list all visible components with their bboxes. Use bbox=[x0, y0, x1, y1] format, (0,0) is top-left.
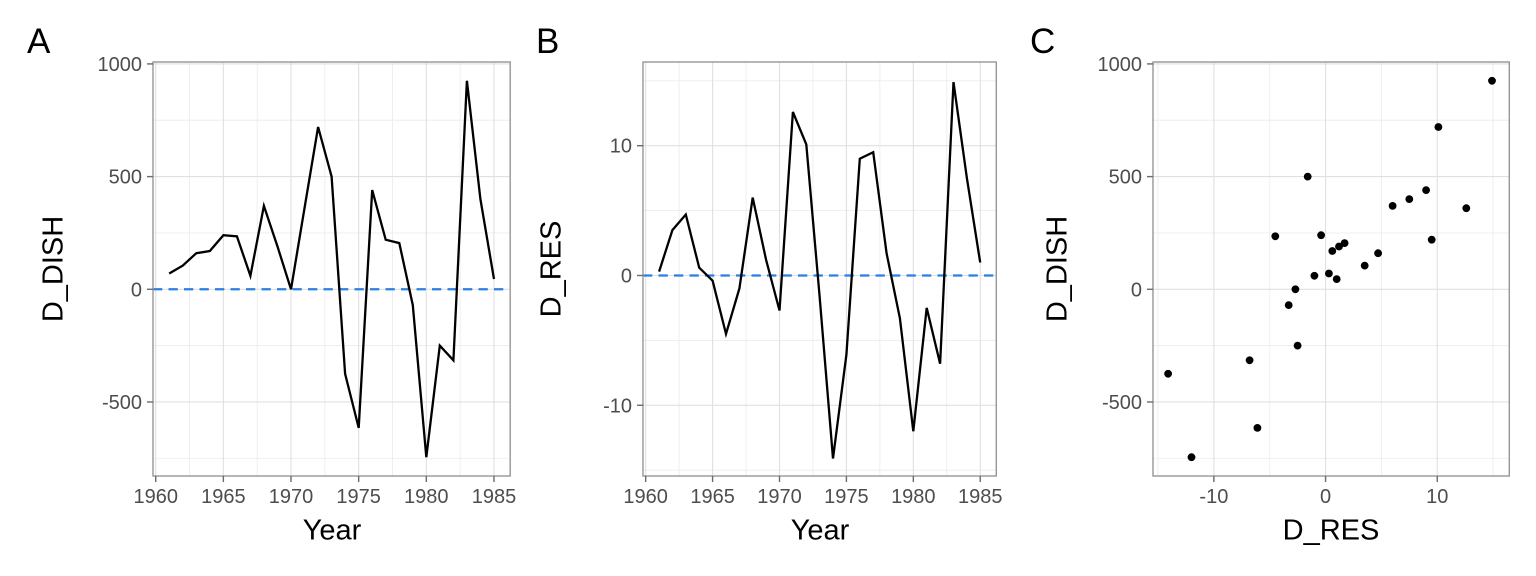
x-tick-label: 1970 bbox=[757, 486, 802, 508]
scatter-point bbox=[1187, 453, 1196, 462]
panel-tag-c: C bbox=[1030, 22, 1056, 61]
scatter-point bbox=[1462, 204, 1471, 213]
scatter-point bbox=[1488, 76, 1496, 85]
x-tick-label: 0 bbox=[1320, 486, 1331, 508]
scatter-point bbox=[1434, 123, 1443, 131]
panel-border bbox=[152, 61, 511, 477]
scatter-point bbox=[1332, 275, 1341, 283]
panel-tag-a: A bbox=[27, 22, 51, 61]
scatter-point bbox=[1374, 249, 1382, 258]
scatter-point bbox=[1303, 172, 1312, 181]
x-tick-label: 1975 bbox=[336, 486, 381, 508]
scatter-point bbox=[1427, 235, 1436, 244]
y-tick-label: -10 bbox=[603, 395, 632, 417]
scatter-point bbox=[1310, 271, 1319, 280]
y-tick-label: 10 bbox=[610, 136, 632, 158]
y-tick-label: 1000 bbox=[1098, 54, 1143, 76]
scatter-point bbox=[1271, 232, 1280, 241]
x-tick-label: -10 bbox=[1199, 486, 1228, 508]
scatter-point bbox=[1340, 239, 1349, 248]
x-tick-label: 1970 bbox=[269, 486, 314, 508]
data-line bbox=[168, 80, 496, 458]
y-axis-title-b: D_RES bbox=[535, 220, 568, 318]
scatter-point bbox=[1291, 285, 1300, 294]
x-tick-label: 1980 bbox=[404, 486, 449, 508]
y-tick-label: 1000 bbox=[98, 54, 143, 76]
scatter-point bbox=[1325, 269, 1333, 278]
x-tick-label: 10 bbox=[1426, 486, 1448, 508]
scatter-point bbox=[1335, 242, 1343, 251]
y-tick-label: -500 bbox=[1102, 392, 1142, 414]
scatter-point bbox=[1164, 369, 1172, 378]
x-tick-label: 1965 bbox=[690, 486, 735, 508]
panel-tag-b: B bbox=[536, 22, 560, 61]
scatter-point bbox=[1317, 231, 1325, 240]
x-tick-label: 1985 bbox=[472, 486, 517, 508]
scatter-point bbox=[1405, 195, 1414, 204]
y-tick-label: 0 bbox=[1131, 279, 1142, 301]
scatter-point bbox=[1253, 424, 1262, 432]
panel-border bbox=[1152, 61, 1510, 477]
x-tick-label: 1985 bbox=[958, 486, 1003, 508]
scatter-point bbox=[1360, 261, 1369, 270]
data-line bbox=[658, 81, 982, 459]
x-tick-label: 1980 bbox=[891, 486, 936, 508]
panel-border bbox=[642, 61, 997, 477]
scatter-point bbox=[1284, 301, 1293, 309]
x-axis-title-a: Year bbox=[302, 514, 362, 547]
y-axis-title-c: D_DISH bbox=[1041, 215, 1074, 323]
x-tick-label: 1960 bbox=[623, 486, 668, 508]
x-axis-title-c: D_RES bbox=[1282, 514, 1380, 547]
scatter-point bbox=[1422, 186, 1430, 195]
scatter-point bbox=[1293, 341, 1302, 350]
scatter-point bbox=[1328, 247, 1337, 255]
x-tick-label: 1965 bbox=[201, 486, 246, 508]
y-tick-label: 0 bbox=[621, 265, 632, 287]
y-tick-label: 500 bbox=[1109, 167, 1142, 189]
scatter-point bbox=[1388, 202, 1397, 210]
y-tick-label: -500 bbox=[102, 392, 142, 414]
y-axis-title-a: D_DISH bbox=[37, 215, 70, 323]
y-tick-label: 0 bbox=[131, 279, 142, 301]
y-tick-label: 500 bbox=[109, 167, 142, 189]
x-tick-label: 1975 bbox=[824, 486, 869, 508]
x-axis-title-b: Year bbox=[790, 514, 850, 547]
scatter-point bbox=[1245, 356, 1254, 365]
x-tick-label: 1960 bbox=[133, 486, 178, 508]
